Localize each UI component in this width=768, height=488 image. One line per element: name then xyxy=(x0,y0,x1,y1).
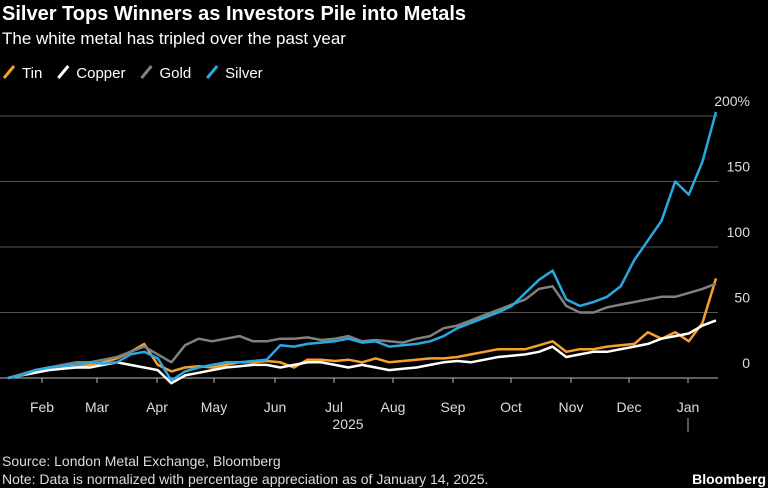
y-tick-label: 150 xyxy=(727,159,751,175)
legend-label: Copper xyxy=(76,65,125,82)
x-tick-label: Jul xyxy=(325,399,343,415)
legend-swatch xyxy=(206,65,219,79)
y-tick-label: 200% xyxy=(714,93,750,109)
source: Source: London Metal Exchange, Bloomberg xyxy=(2,453,281,469)
logo: Bloomberg xyxy=(692,471,766,487)
chart-title: Silver Tops Winners as Investors Pile in… xyxy=(2,3,466,25)
x-tick-label: Feb xyxy=(30,399,54,415)
x-tick-label: Aug xyxy=(381,399,406,415)
x-tick-label: Nov xyxy=(559,399,584,415)
y-tick-label: 100 xyxy=(727,224,751,240)
legend-label: Gold xyxy=(159,65,191,82)
chart-subtitle: The white metal has tripled over the pas… xyxy=(2,29,346,48)
x-tick-label: Sep xyxy=(441,399,466,415)
x-axis-label: 2025 xyxy=(332,416,363,432)
x-tick-label: Apr xyxy=(146,399,168,415)
x-tick-label: Mar xyxy=(85,399,109,415)
legend-label: Tin xyxy=(22,65,42,82)
x-tick-label: Oct xyxy=(500,399,522,415)
note: Note: Data is normalized with percentage… xyxy=(2,471,488,487)
x-tick-label: Jun xyxy=(264,399,287,415)
y-tick-label: 0 xyxy=(742,355,750,371)
x-tick-label: Dec xyxy=(617,399,642,415)
series-line xyxy=(7,319,717,385)
y-tick-label: 50 xyxy=(734,290,750,306)
legend-swatch xyxy=(2,65,16,79)
legend-swatch xyxy=(140,65,153,79)
legend-label: Silver xyxy=(225,65,263,82)
legend-swatch xyxy=(57,65,70,79)
x-tick-label: Jan xyxy=(677,399,700,415)
series-line xyxy=(7,111,718,382)
x-tick-label: May xyxy=(201,399,227,415)
